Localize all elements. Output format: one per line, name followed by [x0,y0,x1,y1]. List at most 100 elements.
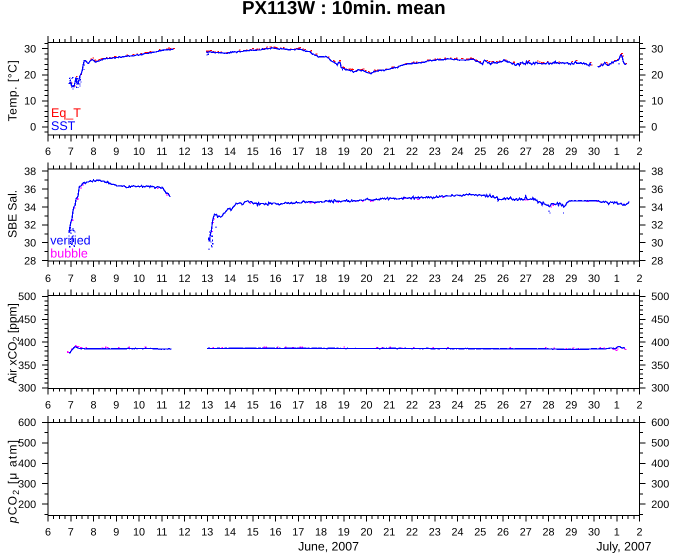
svg-text:200: 200 [651,499,669,511]
svg-text:17: 17 [292,273,304,285]
svg-text:14: 14 [224,400,236,412]
svg-text:500: 500 [651,291,669,303]
svg-text:28: 28 [542,273,554,285]
svg-text:21: 21 [383,400,395,412]
svg-text:25: 25 [474,526,486,538]
svg-text:20: 20 [360,273,372,285]
svg-text:pCO2 [μ atm]: pCO2 [μ atm] [6,439,22,524]
svg-text:27: 27 [520,273,532,285]
svg-text:2: 2 [636,526,642,538]
svg-text:23: 23 [429,273,441,285]
svg-text:0: 0 [651,122,657,134]
svg-text:500: 500 [18,438,36,450]
svg-text:28: 28 [24,255,36,267]
svg-text:16: 16 [269,146,281,158]
svg-text:16: 16 [269,400,281,412]
svg-text:350: 350 [18,360,36,372]
svg-text:16: 16 [269,526,281,538]
svg-text:17: 17 [292,526,304,538]
svg-text:1: 1 [614,146,620,158]
svg-text:36: 36 [24,184,36,196]
svg-text:300: 300 [18,479,36,491]
svg-text:July, 2007: July, 2007 [596,540,651,554]
svg-text:10: 10 [133,400,145,412]
svg-text:350: 350 [651,360,669,372]
svg-text:9: 9 [113,273,119,285]
svg-text:32: 32 [651,220,663,232]
svg-text:7: 7 [68,146,74,158]
svg-text:20: 20 [360,146,372,158]
svg-text:30: 30 [24,238,36,250]
svg-text:6: 6 [45,526,51,538]
svg-text:10: 10 [133,146,145,158]
svg-text:19: 19 [338,273,350,285]
svg-text:June, 2007: June, 2007 [298,540,359,554]
svg-text:14: 14 [224,526,236,538]
svg-text:10: 10 [651,96,663,108]
svg-text:30: 30 [588,400,600,412]
svg-text:2: 2 [636,146,642,158]
svg-text:8: 8 [90,273,96,285]
svg-text:29: 29 [565,273,577,285]
svg-text:200: 200 [18,499,36,511]
svg-text:27: 27 [520,146,532,158]
svg-text:18: 18 [315,400,327,412]
svg-text:PX113W : 10min. mean: PX113W : 10min. mean [242,0,446,18]
svg-text:13: 13 [201,273,213,285]
svg-text:300: 300 [651,383,669,395]
svg-text:14: 14 [224,273,236,285]
svg-text:500: 500 [651,438,669,450]
svg-text:11: 11 [156,400,167,412]
svg-text:28: 28 [651,255,663,267]
svg-text:23: 23 [429,526,441,538]
svg-text:10: 10 [24,96,36,108]
svg-text:10: 10 [133,273,145,285]
svg-text:22: 22 [406,400,418,412]
svg-text:600: 600 [651,417,669,429]
svg-text:18: 18 [315,273,327,285]
svg-text:7: 7 [68,526,74,538]
svg-text:19: 19 [338,400,350,412]
svg-text:26: 26 [497,146,509,158]
svg-text:22: 22 [406,526,418,538]
svg-text:11: 11 [156,146,167,158]
svg-text:Air xCO2 [ppm]: Air xCO2 [ppm] [6,303,22,383]
svg-text:30: 30 [24,44,36,56]
svg-text:11: 11 [156,273,167,285]
svg-text:Temp. [°C]: Temp. [°C] [6,60,20,122]
svg-text:1: 1 [614,400,620,412]
svg-text:25: 25 [474,273,486,285]
svg-text:15: 15 [247,526,259,538]
svg-text:28: 28 [542,526,554,538]
svg-text:28: 28 [542,400,554,412]
svg-text:300: 300 [651,479,669,491]
svg-text:14: 14 [224,146,236,158]
svg-text:29: 29 [565,146,577,158]
svg-text:13: 13 [201,526,213,538]
svg-text:24: 24 [451,526,463,538]
svg-text:0: 0 [30,122,36,134]
svg-text:9: 9 [113,146,119,158]
svg-text:400: 400 [18,458,36,470]
svg-text:Eq_T: Eq_T [51,106,81,120]
svg-text:8: 8 [90,146,96,158]
svg-text:9: 9 [113,400,119,412]
svg-text:12: 12 [178,400,190,412]
svg-text:13: 13 [201,400,213,412]
svg-text:20: 20 [24,70,36,82]
svg-text:38: 38 [24,166,36,178]
svg-text:38: 38 [651,166,663,178]
svg-text:29: 29 [565,526,577,538]
svg-text:12: 12 [178,273,190,285]
svg-text:13: 13 [201,146,213,158]
svg-text:6: 6 [45,146,51,158]
svg-text:7: 7 [68,273,74,285]
svg-text:36: 36 [651,184,663,196]
svg-text:bubble: bubble [50,246,88,260]
svg-text:9: 9 [113,526,119,538]
svg-text:29: 29 [565,400,577,412]
svg-text:15: 15 [247,273,259,285]
svg-text:15: 15 [247,400,259,412]
svg-text:600: 600 [18,417,36,429]
svg-text:24: 24 [451,273,463,285]
